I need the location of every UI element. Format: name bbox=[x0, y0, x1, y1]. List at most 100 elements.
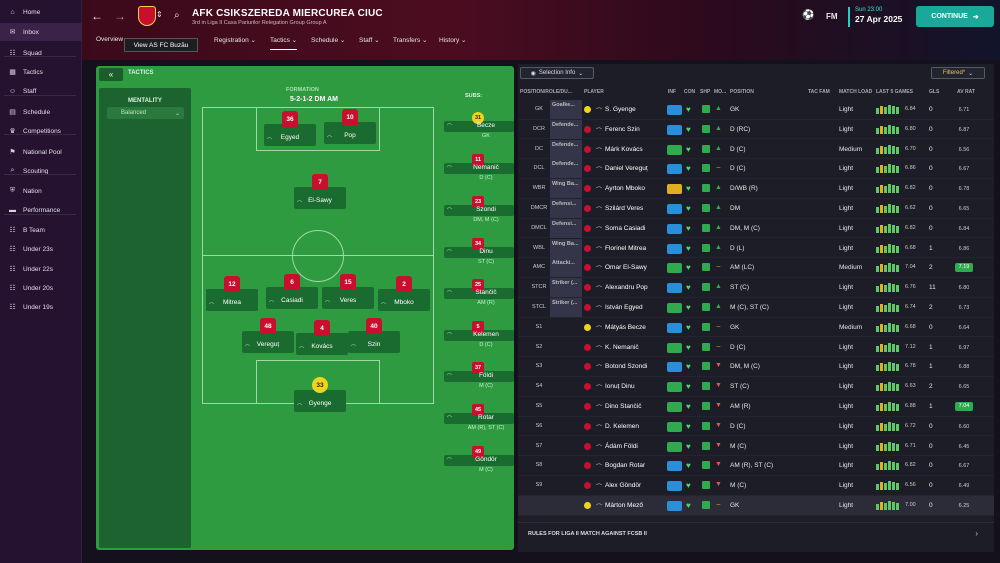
table-row[interactable]: DMCR Defensi... ⌒ Szilárd Veres ♥ ▲ DM Light 6.6… bbox=[518, 199, 994, 219]
sub-player[interactable]: 11 ⌒ Nemanič D (C) bbox=[444, 154, 514, 181]
player-name[interactable]: Alex Göndör bbox=[605, 482, 642, 490]
tab-transfers[interactable]: Transfers ⌄ bbox=[393, 36, 427, 50]
player-name[interactable]: Dino Stančič bbox=[605, 403, 642, 410]
rules-bar[interactable]: RULES FOR LIGA II MATCH AGAINST FCSB II … bbox=[518, 522, 994, 546]
column-header[interactable]: MO... bbox=[714, 89, 727, 95]
player-name[interactable]: K. Nemanič bbox=[605, 343, 639, 351]
column-header[interactable]: CON bbox=[684, 89, 696, 95]
table-row[interactable]: S4 ⌒ Ionuț Dinu ♥ ▼ ST (C) Light 6.63 2 6.65 bbox=[518, 377, 994, 397]
sub-player[interactable]: 45 ⌒ Rotar AM (R), ST (C) bbox=[444, 404, 514, 431]
sidebar-item-schedule[interactable]: ▤ Schedule bbox=[0, 103, 82, 121]
table-row[interactable]: S5 ⌒ Dino Stančič ♥ ▼ AM (R) Light 6.88 1 7.04 bbox=[518, 397, 994, 417]
column-header[interactable]: POSITION bbox=[730, 89, 754, 95]
role-label[interactable]: Striker (... bbox=[550, 278, 582, 298]
role-label[interactable]: Defensi... bbox=[550, 218, 582, 238]
sidebar-item-performance[interactable]: ▬ Performance bbox=[0, 201, 82, 219]
player-name[interactable]: Soma Casiadi bbox=[605, 224, 646, 232]
player-name[interactable]: D. Kelemen bbox=[605, 422, 639, 430]
table-row[interactable]: S7 ⌒ Ádám Földi ♥ ▼ M (C) Light 6.71 0 6.45 bbox=[518, 437, 994, 457]
soccer-ball-icon[interactable]: ⚽ bbox=[802, 10, 815, 21]
player-name[interactable]: S. Gyenge bbox=[605, 106, 636, 113]
table-row[interactable]: AMC Attacki... ⌒ Omar El-Sawy ♥ – AM (LC) Mediu… bbox=[518, 258, 994, 278]
role-label[interactable]: Defende... bbox=[550, 119, 582, 139]
player-name[interactable]: Omar El-Sawy bbox=[605, 264, 647, 272]
sidebar-item-under-20s[interactable]: ☷ Under 20s bbox=[0, 279, 82, 297]
sidebar-item-b-team[interactable]: ☷ B Team bbox=[0, 221, 82, 239]
sidebar-item-staff[interactable]: ☺ Staff bbox=[0, 82, 82, 100]
pitch-player[interactable]: 48 ⌒ Vereguț bbox=[242, 318, 294, 353]
player-name[interactable]: Ayrton Mboko bbox=[605, 185, 645, 193]
sub-player[interactable]: 49 ⌒ Göndör M (C) bbox=[444, 446, 514, 473]
tab-history[interactable]: History ⌄ bbox=[439, 36, 467, 50]
mentality-dropdown[interactable]: Balanced ⌄ bbox=[107, 107, 184, 119]
player-name[interactable]: Florinel Mitrea bbox=[605, 244, 647, 252]
column-header[interactable]: POSITION/ROLE/DU... bbox=[520, 89, 572, 95]
role-label[interactable]: Defensi... bbox=[550, 199, 582, 218]
player-name[interactable]: Botond Szondi bbox=[605, 363, 648, 371]
pitch-player[interactable]: 6 ⌒ Casiadi bbox=[266, 274, 318, 309]
pitch-player[interactable]: 12 ⌒ Mitrea bbox=[206, 276, 258, 311]
sub-player[interactable]: 34 ⌒ Dinu ST (C) bbox=[444, 238, 514, 265]
column-header[interactable]: TAC FAM bbox=[808, 89, 830, 95]
sidebar-item-under-23s[interactable]: ☷ Under 23s bbox=[0, 240, 82, 258]
club-crest[interactable] bbox=[138, 6, 156, 26]
filter-dropdown[interactable]: Filtered* ⌄ bbox=[931, 67, 985, 79]
table-row[interactable]: DCR Defende... ⌒ Ferenc Szin ♥ ▲ D (RC) Light 6.… bbox=[518, 119, 994, 140]
table-row[interactable]: S2 ⌒ K. Nemanič ♥ – D (C) Light 7.12 1 6.97 bbox=[518, 338, 994, 358]
pitch-player[interactable]: 33 ⌒ Gyenge bbox=[294, 377, 346, 412]
pitch-player[interactable]: 4 ⌒ Kovács bbox=[296, 320, 348, 355]
selection-info-dropdown[interactable]: ◉ Selection Info ⌄ bbox=[520, 67, 594, 79]
column-header[interactable]: INF bbox=[668, 89, 677, 95]
player-name[interactable]: Márk Kovács bbox=[605, 145, 643, 153]
fm-logo[interactable]: FM bbox=[826, 12, 838, 21]
pitch-player[interactable]: 7 ⌒ El-Sawy bbox=[294, 174, 346, 209]
role-label[interactable]: Wing Ba... bbox=[550, 179, 582, 199]
collapse-button[interactable]: « bbox=[99, 68, 123, 81]
sidebar-item-national-pool[interactable]: ⚑ National Pool bbox=[0, 143, 82, 161]
player-name[interactable]: Szilárd Veres bbox=[605, 205, 644, 212]
column-header[interactable]: MATCH LOAD bbox=[839, 89, 873, 95]
sub-player[interactable]: 5 ⌒ Kelemen D (C) bbox=[444, 321, 514, 348]
pitch-player[interactable]: 2 ⌒ Mboko bbox=[378, 276, 430, 311]
player-name[interactable]: Márton Mező bbox=[605, 502, 643, 509]
tab-staff[interactable]: Staff ⌄ bbox=[359, 36, 380, 50]
table-row[interactable]: DC Defende... ⌒ Márk Kovács ♥ ▲ D (C) Medium 6.7… bbox=[518, 139, 994, 160]
tab-schedule[interactable]: Schedule ⌄ bbox=[311, 36, 345, 50]
column-header[interactable]: AV RAT bbox=[957, 89, 975, 95]
player-name[interactable]: Alexandru Pop bbox=[605, 284, 648, 292]
table-row[interactable]: STCL Striker (... ⌒ István Egyed ♥ ▲ M (C), ST… bbox=[518, 298, 994, 318]
table-row[interactable]: S3 ⌒ Botond Szondi ♥ ▼ DM, M (C) Light 6.78 1 6.8… bbox=[518, 357, 994, 377]
continue-button[interactable]: CONTINUE ➔ bbox=[916, 6, 994, 27]
sidebar-item-squad[interactable]: ☷ Squad bbox=[0, 44, 82, 62]
player-name[interactable]: Ferenc Szin bbox=[605, 125, 640, 133]
role-label[interactable]: Striker (... bbox=[550, 298, 582, 317]
table-row[interactable]: S1 ⌒ Mátyás Becze ♥ – GK Medium 6.68 0 6.64 bbox=[518, 318, 994, 338]
sub-player[interactable]: 37 ⌒ Földi M (C) bbox=[444, 362, 514, 389]
player-name[interactable]: Daniel Vereguț bbox=[605, 165, 648, 173]
sidebar-item-nation[interactable]: ⛨ Nation bbox=[0, 182, 82, 200]
column-header[interactable]: GLS bbox=[929, 89, 940, 95]
sidebar-item-home[interactable]: ⌂ Home bbox=[0, 3, 82, 21]
pitch-player[interactable]: 36 ⌒ Egyed bbox=[264, 111, 316, 146]
player-name[interactable]: István Egyed bbox=[605, 304, 643, 311]
tab-overview[interactable]: Overview bbox=[96, 36, 123, 50]
player-name[interactable]: Ádám Földi bbox=[605, 442, 638, 450]
sidebar-item-under-19s[interactable]: ☷ Under 19s bbox=[0, 298, 82, 316]
player-name[interactable]: Ionuț Dinu bbox=[605, 383, 635, 391]
role-label[interactable]: Goalke... bbox=[550, 100, 582, 119]
table-row[interactable]: WBL Wing Ba... ⌒ Florinel Mitrea ♥ ▲ D (L) Ligh… bbox=[518, 238, 994, 259]
table-row[interactable]: DMCL Defensi... ⌒ Soma Casiadi ♥ ▲ DM, M (C) Li… bbox=[518, 218, 994, 239]
sub-player[interactable]: 25 ⌒ Stančič AM (R) bbox=[444, 279, 514, 306]
pitch-player[interactable]: 10 ⌒ Pop bbox=[324, 109, 376, 144]
table-row[interactable]: ⌒ Márton Mező ♥ – GK Light 7.00 0 6.25 bbox=[518, 496, 994, 516]
table-row[interactable]: STCR Striker (... ⌒ Alexandru Pop ♥ ▲ ST (C) Li… bbox=[518, 278, 994, 298]
pitch-player[interactable]: 40 ⌒ Szin bbox=[348, 318, 400, 353]
table-row[interactable]: GK Goalke... ⌒ S. Gyenge ♥ ▲ GK Light 6.84 0 6.71 bbox=[518, 100, 994, 120]
back-arrow-icon[interactable]: ← bbox=[91, 9, 103, 23]
role-label[interactable]: Wing Ba... bbox=[550, 238, 582, 258]
column-header[interactable]: PLAYER bbox=[584, 89, 604, 95]
search-icon[interactable]: ⌕ bbox=[174, 10, 180, 21]
pitch-player[interactable]: 15 ⌒ Veres bbox=[322, 274, 374, 309]
sub-player[interactable]: 23 ⌒ Szondi DM, M (C) bbox=[444, 196, 514, 223]
table-row[interactable]: S9 ⌒ Alex Göndör ♥ ▼ M (C) Light 6.56 0 6.49 bbox=[518, 476, 994, 496]
